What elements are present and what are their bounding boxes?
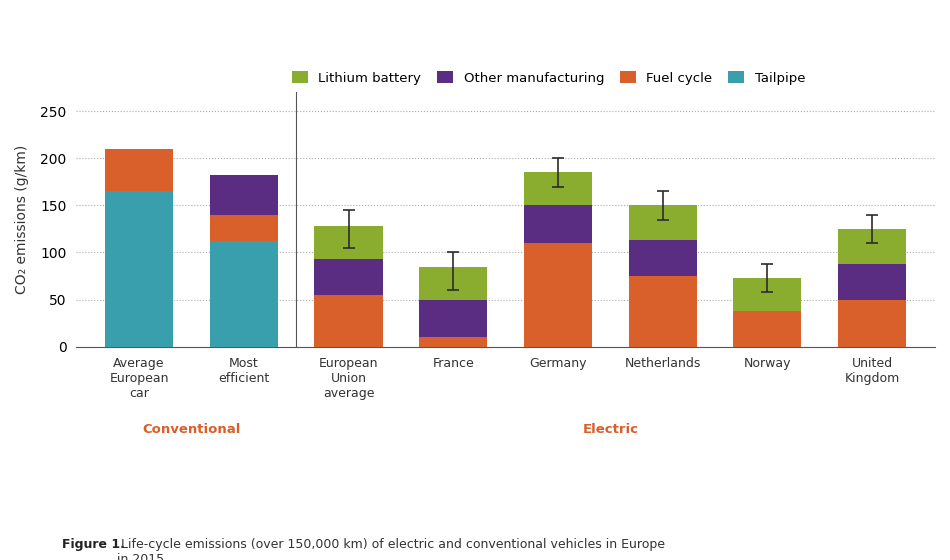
Bar [314, 226, 383, 259]
Text: Figure 1.: Figure 1. [62, 538, 124, 550]
Bar [629, 240, 696, 276]
Text: Conventional: Conventional [142, 423, 240, 436]
Bar [838, 264, 906, 300]
Bar [838, 229, 906, 264]
Bar [210, 215, 277, 241]
Bar [210, 241, 277, 347]
Bar [419, 300, 487, 337]
Bar [105, 149, 173, 192]
Y-axis label: CO₂ emissions (g/km): CO₂ emissions (g/km) [15, 145, 29, 294]
Bar [524, 206, 592, 243]
Bar [838, 300, 906, 347]
Bar [419, 337, 487, 347]
Bar [629, 206, 696, 240]
Bar [629, 276, 696, 347]
Text: Life-cycle emissions (over 150,000 km) of electric and conventional vehicles in : Life-cycle emissions (over 150,000 km) o… [117, 538, 665, 560]
Bar [524, 172, 592, 206]
Bar [733, 311, 802, 347]
Bar [524, 243, 592, 347]
Text: Electric: Electric [582, 423, 638, 436]
Bar [210, 175, 277, 215]
Bar [314, 295, 383, 347]
Legend: Lithium battery, Other manufacturing, Fuel cycle, Tailpipe: Lithium battery, Other manufacturing, Fu… [287, 66, 810, 90]
Bar [733, 278, 802, 311]
Bar [419, 267, 487, 300]
Bar [314, 259, 383, 295]
Bar [105, 192, 173, 347]
